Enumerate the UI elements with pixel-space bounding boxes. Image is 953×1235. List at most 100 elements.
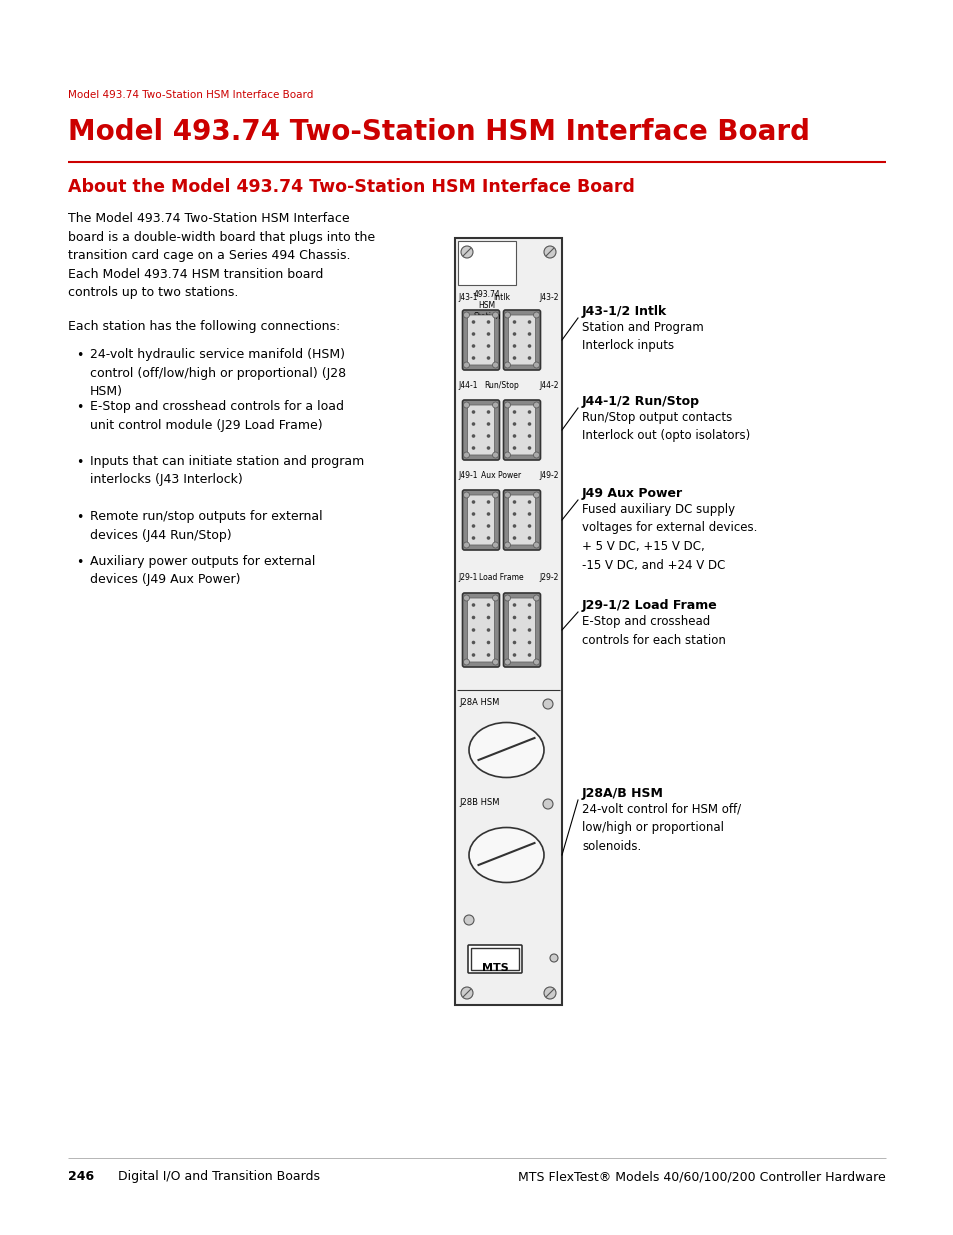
Text: E-Stop and crosshead
controls for each station: E-Stop and crosshead controls for each s… — [581, 615, 725, 646]
Circle shape — [486, 500, 490, 504]
Text: Digital I/O and Transition Boards: Digital I/O and Transition Boards — [118, 1170, 319, 1183]
Circle shape — [486, 332, 490, 336]
Circle shape — [512, 513, 516, 516]
Circle shape — [512, 345, 516, 348]
Circle shape — [527, 446, 531, 450]
Circle shape — [463, 659, 469, 664]
Circle shape — [471, 524, 475, 527]
Circle shape — [512, 356, 516, 359]
Circle shape — [471, 332, 475, 336]
Circle shape — [463, 362, 469, 368]
Circle shape — [512, 332, 516, 336]
Circle shape — [527, 513, 531, 516]
Text: Each station has the following connections:: Each station has the following connectio… — [68, 320, 340, 333]
Ellipse shape — [469, 722, 543, 778]
Circle shape — [492, 542, 498, 548]
Circle shape — [471, 345, 475, 348]
Circle shape — [471, 410, 475, 414]
Text: J49 Aux Power: J49 Aux Power — [581, 487, 682, 500]
Text: MTS FlexTest® Models 40/60/100/200 Controller Hardware: MTS FlexTest® Models 40/60/100/200 Contr… — [517, 1170, 885, 1183]
Text: The Model 493.74 Two-Station HSM Interface
board is a double-width board that pl: The Model 493.74 Two-Station HSM Interfa… — [68, 212, 375, 299]
Circle shape — [471, 446, 475, 450]
Circle shape — [471, 320, 475, 324]
Text: Auxiliary power outputs for external
devices (J49 Aux Power): Auxiliary power outputs for external dev… — [90, 555, 315, 587]
Circle shape — [492, 659, 498, 664]
FancyBboxPatch shape — [508, 598, 535, 662]
Circle shape — [527, 616, 531, 619]
FancyBboxPatch shape — [467, 598, 494, 662]
Circle shape — [471, 629, 475, 632]
Circle shape — [543, 246, 556, 258]
Text: J49-2: J49-2 — [539, 471, 558, 480]
Text: Station and Program
Interlock inputs: Station and Program Interlock inputs — [581, 321, 703, 352]
Text: J28B HSM: J28B HSM — [458, 798, 499, 806]
Circle shape — [471, 616, 475, 619]
Text: J29-1: J29-1 — [457, 573, 476, 582]
Circle shape — [512, 629, 516, 632]
Circle shape — [463, 915, 474, 925]
Circle shape — [492, 452, 498, 458]
Text: 24-volt hydraulic service manifold (HSM)
control (off/low/high or proportional) : 24-volt hydraulic service manifold (HSM)… — [90, 348, 346, 398]
Circle shape — [486, 536, 490, 540]
Text: Run/Stop: Run/Stop — [483, 382, 518, 390]
Circle shape — [543, 987, 556, 999]
Circle shape — [527, 603, 531, 606]
Circle shape — [504, 595, 510, 601]
Text: Intlk: Intlk — [493, 293, 510, 303]
FancyBboxPatch shape — [467, 495, 494, 545]
Circle shape — [533, 312, 539, 317]
Text: J44-1/2 Run/Stop: J44-1/2 Run/Stop — [581, 395, 700, 408]
Circle shape — [486, 320, 490, 324]
Circle shape — [471, 513, 475, 516]
Circle shape — [460, 987, 473, 999]
Text: 246: 246 — [68, 1170, 94, 1183]
Circle shape — [512, 446, 516, 450]
Circle shape — [533, 403, 539, 408]
FancyBboxPatch shape — [462, 490, 499, 550]
Circle shape — [542, 699, 553, 709]
Circle shape — [504, 403, 510, 408]
Circle shape — [471, 536, 475, 540]
Circle shape — [486, 629, 490, 632]
FancyBboxPatch shape — [462, 593, 499, 667]
Circle shape — [527, 641, 531, 645]
Circle shape — [486, 356, 490, 359]
Circle shape — [512, 524, 516, 527]
Text: •: • — [76, 401, 83, 414]
Text: J43-1: J43-1 — [457, 293, 477, 303]
Text: Run/Stop output contacts
Interlock out (opto isolators): Run/Stop output contacts Interlock out (… — [581, 411, 749, 442]
Text: Model 493.74 Two-Station HSM Interface Board: Model 493.74 Two-Station HSM Interface B… — [68, 90, 313, 100]
Text: About the Model 493.74 Two-Station HSM Interface Board: About the Model 493.74 Two-Station HSM I… — [68, 178, 634, 196]
FancyBboxPatch shape — [462, 310, 499, 370]
Circle shape — [486, 513, 490, 516]
Text: •: • — [76, 456, 83, 469]
Circle shape — [486, 446, 490, 450]
Text: 493.74
HSM
Station: 493.74 HSM Station — [473, 290, 500, 321]
Text: Model 493.74 Two-Station HSM Interface Board: Model 493.74 Two-Station HSM Interface B… — [68, 119, 809, 146]
Circle shape — [492, 595, 498, 601]
Circle shape — [533, 595, 539, 601]
Text: Remote run/stop outputs for external
devices (J44 Run/Stop): Remote run/stop outputs for external dev… — [90, 510, 322, 541]
Circle shape — [504, 362, 510, 368]
Text: J43-1/2 Intlk: J43-1/2 Intlk — [581, 305, 666, 317]
Circle shape — [463, 542, 469, 548]
Circle shape — [550, 953, 558, 962]
FancyBboxPatch shape — [467, 315, 494, 366]
Circle shape — [533, 542, 539, 548]
Circle shape — [471, 422, 475, 426]
FancyBboxPatch shape — [508, 495, 535, 545]
Circle shape — [463, 312, 469, 317]
Bar — [457, 241, 516, 285]
Circle shape — [533, 492, 539, 498]
Circle shape — [504, 312, 510, 317]
FancyBboxPatch shape — [503, 490, 540, 550]
Circle shape — [486, 616, 490, 619]
Text: Fused auxiliary DC supply
voltages for external devices.
+ 5 V DC, +15 V DC,
-15: Fused auxiliary DC supply voltages for e… — [581, 503, 757, 572]
Text: J29-1/2 Load Frame: J29-1/2 Load Frame — [581, 599, 717, 613]
Text: 24-volt control for HSM off/
low/high or proportional
solenoids.: 24-volt control for HSM off/ low/high or… — [581, 803, 740, 853]
Circle shape — [527, 524, 531, 527]
Text: Aux Power: Aux Power — [481, 471, 521, 480]
Circle shape — [527, 653, 531, 657]
Circle shape — [471, 500, 475, 504]
Circle shape — [463, 492, 469, 498]
